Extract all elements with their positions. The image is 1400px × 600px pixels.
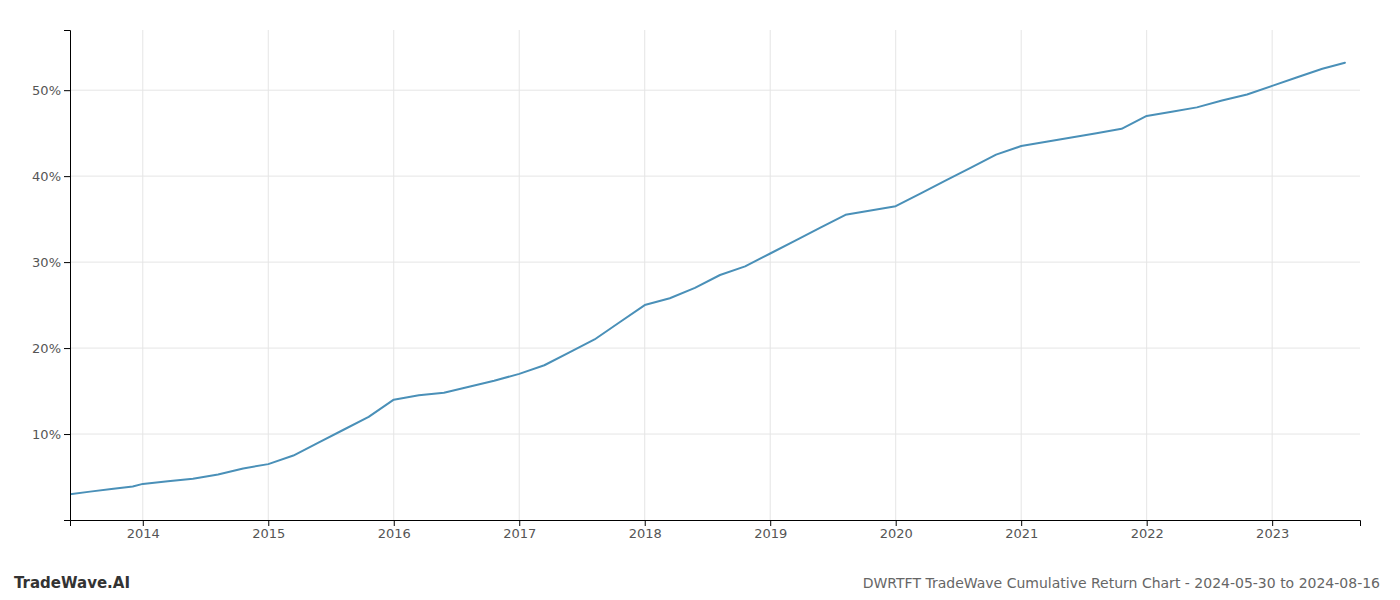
- x-tick-label: 2018: [629, 526, 662, 541]
- grid-line-x: [393, 30, 394, 520]
- title: DWRTFT TradeWave Cumulative Return Chart…: [863, 575, 1380, 591]
- y-tick-label: 40%: [32, 169, 61, 184]
- line: [70, 63, 1345, 495]
- x-tick-label: 2016: [378, 526, 411, 541]
- grid-line-y: [70, 262, 1360, 263]
- y-tick: 50%: [32, 83, 70, 98]
- grid-line-y: [70, 348, 1360, 349]
- series: [70, 63, 1345, 495]
- grid-line-x: [644, 30, 645, 520]
- x-tick-label: 2017: [503, 526, 536, 541]
- y-tick-mark: [64, 262, 70, 263]
- x-tick-mark: [268, 520, 269, 526]
- y-tick-mark: [64, 176, 70, 177]
- x-tick-mark: [1021, 520, 1022, 526]
- x-tick: 2015: [252, 520, 285, 541]
- x-axis-line: [71, 521, 1361, 527]
- y-tick-label: 20%: [32, 341, 61, 356]
- x-tick-label: 2014: [127, 526, 160, 541]
- y-tick-label: 10%: [32, 427, 61, 442]
- grid-line-y: [70, 434, 1360, 435]
- grid-line-y: [70, 176, 1360, 177]
- grid-line-x: [268, 30, 269, 520]
- grid-line-x: [519, 30, 520, 520]
- x-tick-mark: [770, 520, 771, 526]
- y-axis-line: [64, 31, 71, 521]
- x-tick-label: 2015: [252, 526, 285, 541]
- x-axis: 2014 2015 2016 2017 2018 2019 2020 2021 2022 2023: [71, 520, 1361, 541]
- x-tick-mark: [1147, 520, 1148, 526]
- x-tick: 2019: [754, 520, 787, 541]
- grid-line-y: [70, 90, 1360, 91]
- x-tick-label: 2019: [754, 526, 787, 541]
- x-tick-mark: [896, 520, 897, 526]
- y-tick: 40%: [32, 169, 70, 184]
- chart: 2014 2015 2016 2017 2018 2019 2020 2021 2022 2023…: [0, 0, 1400, 600]
- x-tick-mark: [394, 520, 395, 526]
- grid-line-x: [770, 30, 771, 520]
- x-tick: 2020: [880, 520, 913, 541]
- grid: [70, 30, 1360, 520]
- y-tick-mark: [64, 90, 70, 91]
- grid-line-x: [1021, 30, 1022, 520]
- x-tick: 2021: [1005, 520, 1038, 541]
- x-tick: 2022: [1131, 520, 1164, 541]
- x-tick-mark: [143, 520, 144, 526]
- grid-line-x: [142, 30, 143, 520]
- y-tick-mark: [64, 348, 70, 349]
- grid-line-x: [1146, 30, 1147, 520]
- y-tick: 20%: [32, 341, 70, 356]
- x-tick-label: 2020: [880, 526, 913, 541]
- plot-area: 2014 2015 2016 2017 2018 2019 2020 2021 2022 2023…: [32, 30, 1360, 541]
- x-tick: 2017: [503, 520, 536, 541]
- y-tick-label: 50%: [32, 83, 61, 98]
- grid-line-x: [1272, 30, 1273, 520]
- x-tick-label: 2022: [1131, 526, 1164, 541]
- x-tick: 2023: [1256, 520, 1289, 541]
- y-tick-label: 30%: [32, 255, 61, 270]
- x-tick: 2018: [629, 520, 662, 541]
- x-tick-mark: [1272, 520, 1273, 526]
- y-tick-mark: [64, 434, 70, 435]
- x-tick-label: 2023: [1256, 526, 1289, 541]
- y-tick: 30%: [32, 255, 70, 270]
- x-tick-label: 2021: [1005, 526, 1038, 541]
- x-tick-mark: [645, 520, 646, 526]
- y-axis: 10% 20% 30% 40% 50%: [32, 31, 70, 521]
- x-tick: 2014: [127, 520, 160, 541]
- watermark: TradeWave.AI: [14, 574, 130, 592]
- x-tick-mark: [519, 520, 520, 526]
- y-tick: 10%: [32, 427, 70, 442]
- grid-line-x: [895, 30, 896, 520]
- x-tick: 2016: [378, 520, 411, 541]
